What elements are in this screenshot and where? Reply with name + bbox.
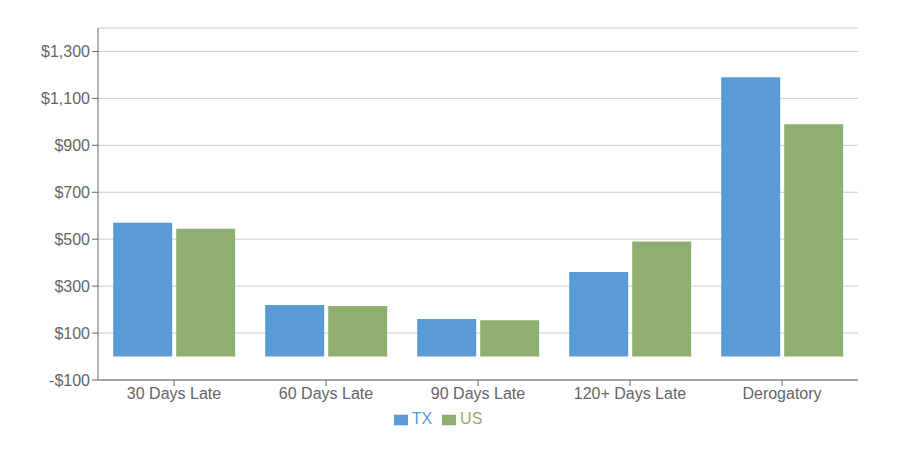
html-text:US: US [460, 410, 483, 427]
svg-text:Derogatory: Derogatory [742, 385, 821, 402]
svg-text:$300: $300 [54, 278, 90, 295]
svg-text:$100: $100 [54, 325, 90, 342]
svg-text:90 Days Late: 90 Days Late [431, 385, 525, 402]
svg-text:$1,100: $1,100 [41, 90, 90, 107]
svg-text:$1,300: $1,300 [41, 43, 90, 60]
svg-text:-$100: -$100 [49, 372, 90, 389]
svg-text:30 Days Late: 30 Days Late [127, 385, 221, 402]
svg-text:120+ Days Late: 120+ Days Late [574, 385, 687, 402]
svg-text:$500: $500 [54, 231, 90, 248]
svg-text:$700: $700 [54, 184, 90, 201]
svg-text:60 Days Late: 60 Days Late [279, 385, 373, 402]
svg-text:$900: $900 [54, 137, 90, 154]
html-text:TX: TX [411, 410, 433, 427]
